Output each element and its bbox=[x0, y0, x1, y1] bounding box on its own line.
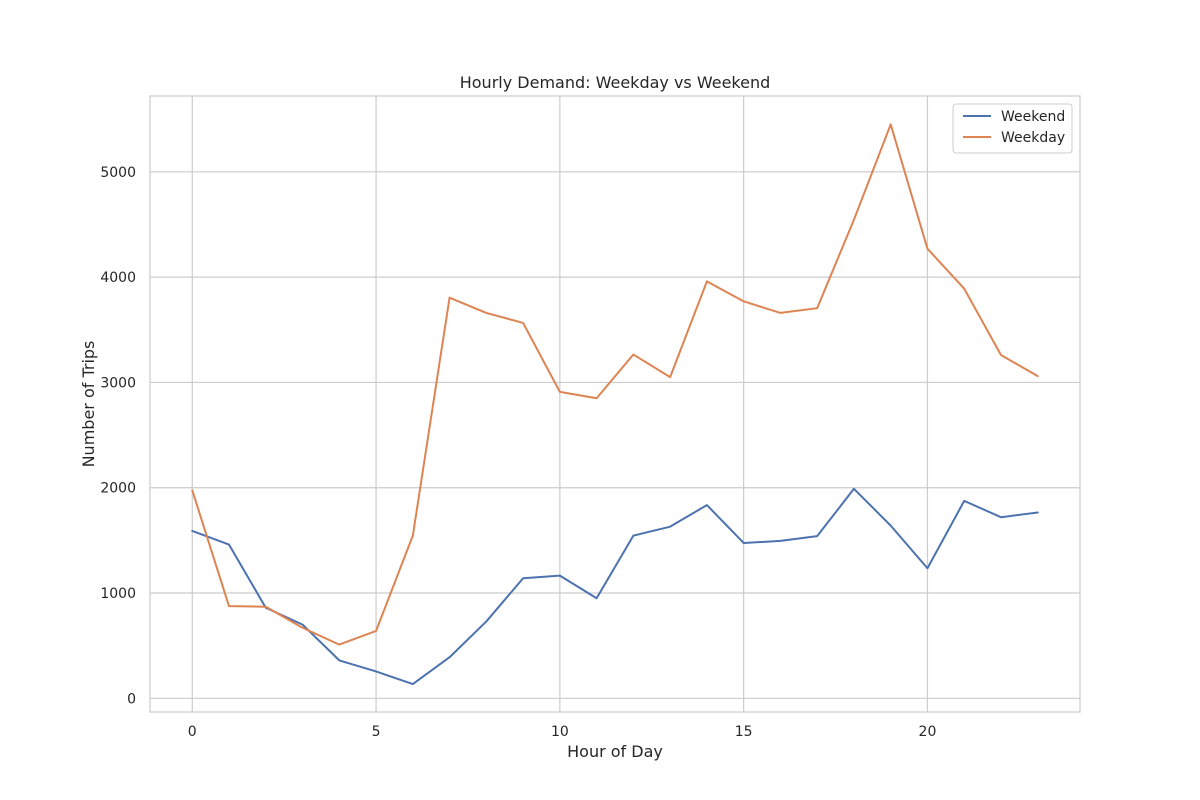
series-layer bbox=[191, 123, 1039, 686]
plot-frame bbox=[149, 95, 1081, 713]
x-tick-label: 0 bbox=[188, 724, 197, 740]
chart-title: Hourly Demand: Weekday vs Weekend bbox=[460, 73, 771, 92]
x-axis-title: Hour of Day bbox=[567, 742, 663, 761]
grid bbox=[150, 96, 1080, 712]
legend: Weekend Weekday bbox=[952, 103, 1073, 154]
y-tick-label: 1000 bbox=[100, 586, 136, 602]
series-line-weekend bbox=[191, 487, 1039, 686]
y-tick-label: 4000 bbox=[100, 270, 136, 286]
series-line-weekday bbox=[191, 123, 1039, 646]
y-tick-label: 0 bbox=[127, 691, 136, 707]
y-tick-label: 5000 bbox=[100, 165, 136, 181]
legend-label-weekday: Weekday bbox=[1001, 130, 1065, 146]
tick-labels: 0 5 10 15 20 0 1000 2000 3000 4000 5000 bbox=[100, 165, 936, 740]
x-tick-label: 15 bbox=[735, 724, 753, 740]
y-axis-title: Number of Trips bbox=[79, 341, 98, 468]
y-tick-label: 2000 bbox=[100, 481, 136, 497]
legend-label-weekend: Weekend bbox=[1001, 109, 1065, 125]
y-tick-label: 3000 bbox=[100, 375, 136, 391]
x-tick-label: 10 bbox=[551, 724, 569, 740]
x-tick-label: 5 bbox=[372, 724, 381, 740]
x-tick-label: 20 bbox=[919, 724, 937, 740]
